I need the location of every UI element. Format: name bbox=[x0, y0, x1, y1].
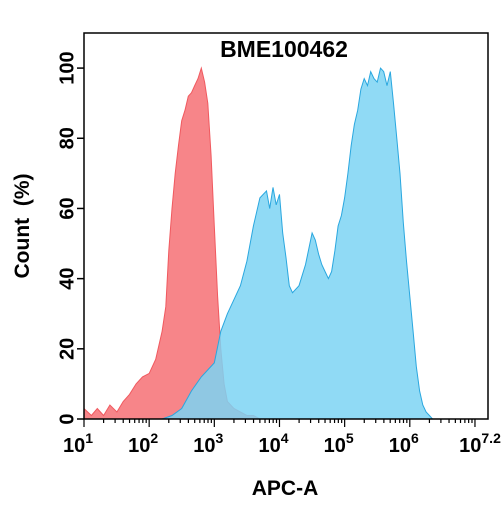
x-tick-label: 102 bbox=[128, 430, 158, 457]
plot-frame bbox=[83, 32, 489, 420]
y-tick-label: 100 bbox=[56, 51, 78, 84]
plot-area bbox=[83, 66, 434, 420]
chart-title: BME100462 bbox=[220, 36, 348, 62]
x-tick-label: 107.2 bbox=[459, 430, 501, 457]
y-tick-label: 80 bbox=[56, 127, 78, 149]
x-tick-label: 101 bbox=[63, 430, 93, 457]
y-tick-label: 60 bbox=[56, 197, 78, 219]
x-tick-label: 106 bbox=[389, 430, 419, 457]
y-tick-label: 20 bbox=[56, 338, 78, 360]
x-tick-label: 103 bbox=[193, 430, 223, 457]
histogram-series-2 bbox=[161, 67, 434, 420]
y-tick-label: 40 bbox=[56, 268, 78, 290]
x-tick-label: 105 bbox=[324, 430, 354, 457]
x-tick-label: 104 bbox=[258, 430, 288, 457]
x-axis-label: APC-A bbox=[252, 477, 319, 500]
y-axis-label: Count (%) bbox=[11, 174, 34, 279]
x-axis: 101 102 103 104 105 106 107.2 bbox=[63, 419, 501, 457]
y-axis: 0 20 40 60 80 100 bbox=[56, 51, 84, 425]
y-tick-label: 0 bbox=[56, 413, 78, 424]
